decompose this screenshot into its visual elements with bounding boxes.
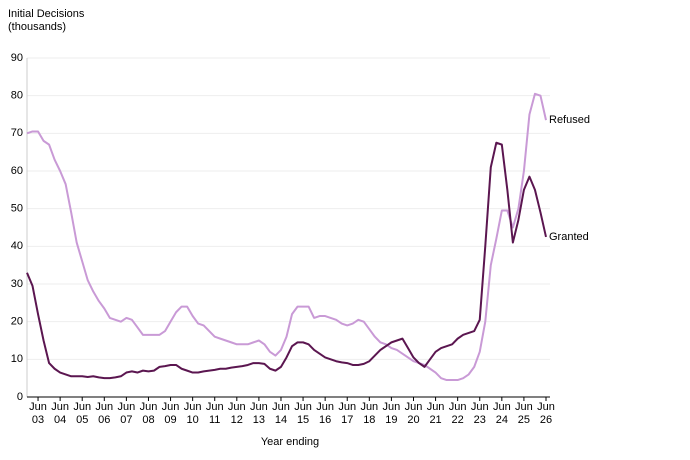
y-axis-label: Initial Decisions (thousands) [8,8,85,33]
y-tick-label: 90 [11,52,23,64]
y-tick-label: 20 [11,316,23,328]
x-tick-label: Jun 14 [272,401,290,426]
x-tick-label: Jun 18 [360,401,379,426]
y-tick-label: 30 [11,278,23,290]
x-tick-label: Jun 12 [227,401,246,426]
y-tick-label: 80 [11,90,23,102]
series-label: Refused [549,114,590,126]
x-tick-label: Jun 10 [183,401,202,426]
x-tick-label: Jun 19 [382,401,401,426]
series-label: Granted [549,231,589,243]
y-tick-label: 40 [11,240,23,252]
x-tick-label: Jun 15 [294,401,312,426]
x-tick-label: Jun 03 [29,401,47,426]
x-tick-label: Jun 24 [492,401,511,426]
x-tick-label: Jun 20 [404,401,423,426]
x-tick-label: Jun 17 [338,401,357,426]
x-tick-label: Jun 08 [139,401,158,426]
x-tick-label: Jun 06 [95,401,114,426]
y-tick-label: 0 [17,391,23,403]
x-tick-label: Jun 21 [426,401,445,426]
series-line [26,141,547,380]
y-tick-label: 10 [11,353,23,365]
x-tick-label: Jun 26 [537,401,555,426]
x-tick-label: Jun 09 [161,401,180,426]
y-tick-label: 60 [11,165,23,177]
y-tick-label: 50 [11,203,23,215]
x-tick-label: Jun 04 [51,401,69,426]
series-line [26,92,547,382]
x-tick-label: Jun 23 [470,401,489,426]
x-axis-label: Year ending [260,436,320,448]
y-tick-label: 70 [11,127,23,139]
x-tick-label: Jun 05 [73,401,92,426]
x-tick-label: Jun 22 [448,401,467,426]
x-tick-label: Jun 07 [117,401,136,426]
x-tick-label: Jun 13 [250,401,268,426]
x-tick-label: Jun 16 [316,401,335,426]
x-tick-label: Jun 25 [515,401,533,426]
x-tick-label: Jun 11 [205,401,224,426]
